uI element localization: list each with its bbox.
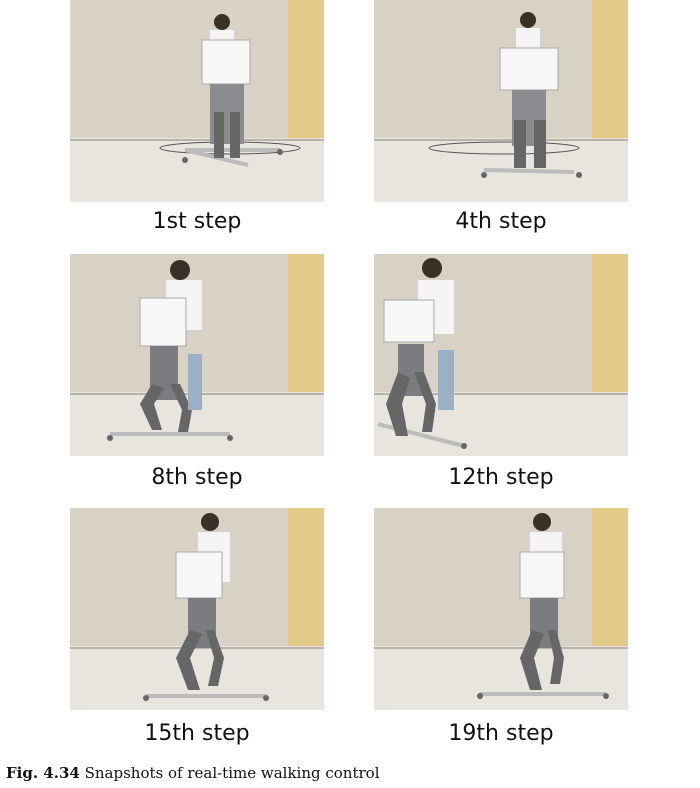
robot-walking-photo-icon xyxy=(374,254,628,456)
robot-walking-photo-icon xyxy=(70,254,324,456)
step-label-6: 19th step xyxy=(448,721,554,746)
step-label-5: 15th step xyxy=(144,721,250,746)
snapshot-grid: 1st step 4th step xyxy=(70,0,628,746)
snapshot-photo-3 xyxy=(70,254,324,456)
figure-number: Fig. 4.34 xyxy=(6,764,80,782)
robot-walking-photo-icon xyxy=(70,508,324,710)
snapshot-photo-6 xyxy=(374,508,628,710)
snapshot-photo-1 xyxy=(70,0,324,202)
snapshot-photo-4 xyxy=(374,254,628,456)
robot-walking-photo-icon xyxy=(374,508,628,710)
robot-walking-photo-icon xyxy=(374,0,628,202)
snapshot-photo-5 xyxy=(70,508,324,710)
step-label-2: 4th step xyxy=(455,209,547,234)
figure-caption: Fig. 4.34 Snapshots of real-time walking… xyxy=(6,762,696,784)
step-label-1: 1st step xyxy=(152,209,242,234)
figure-caption-text: Snapshots of real-time walking control xyxy=(84,764,380,782)
step-label-4: 12th step xyxy=(448,465,554,490)
snapshot-photo-2 xyxy=(374,0,628,202)
robot-walking-photo-icon xyxy=(70,0,324,202)
step-label-3: 8th step xyxy=(151,465,243,490)
